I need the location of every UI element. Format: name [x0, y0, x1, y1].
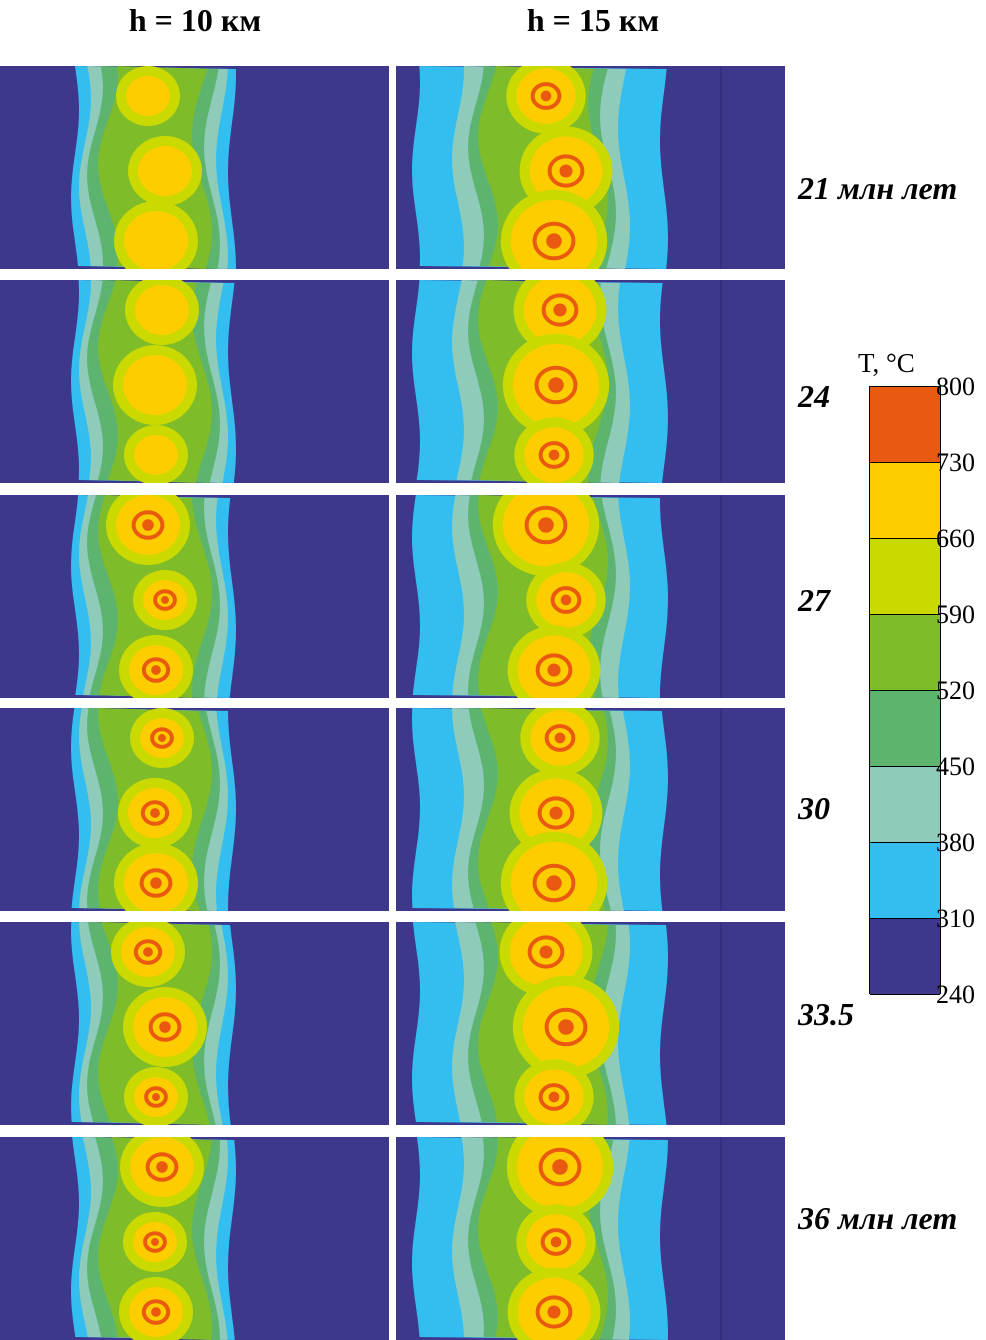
colorbar-band-8: [870, 919, 940, 995]
contour-panel: [396, 495, 785, 698]
time-label-5: 33.5: [798, 996, 854, 1032]
contour-panel: [0, 1137, 389, 1340]
legend-title: T, °C: [858, 348, 915, 378]
colorbar-band-6: [870, 767, 940, 843]
column-title-h15: h = 15 км: [526, 2, 660, 38]
time-label-3: 27: [798, 582, 830, 618]
colorbar-tick-590: 590: [936, 600, 975, 629]
colorbar-tick-380: 380: [936, 828, 975, 857]
colorbar-band-1: [870, 387, 940, 463]
colorbar-band-7: [870, 843, 940, 919]
contour-panel: [396, 66, 785, 269]
colorbar-band-4: [870, 615, 940, 691]
colorbar-tick-730: 730: [936, 448, 975, 477]
contour-panel: [0, 280, 389, 483]
colorbar-band-2: [870, 463, 940, 539]
colorbar-tick-240: 240: [936, 980, 975, 1009]
colorbar-tick-450: 450: [936, 752, 975, 781]
time-label-1: 21 млн лет: [798, 170, 958, 206]
contour-panel: [0, 922, 389, 1125]
contour-panel: [0, 708, 389, 911]
colorbar-band-3: [870, 539, 940, 615]
colorbar-tick-520: 520: [936, 676, 975, 705]
time-label-2: 24: [798, 378, 830, 414]
column-title-h10: h = 10 км: [128, 2, 262, 38]
time-label-4: 30: [798, 790, 830, 826]
contour-panel: [396, 922, 785, 1125]
contour-panel: [0, 495, 389, 698]
contour-panel: [396, 280, 785, 483]
colorbar-tick-800: 800: [936, 372, 975, 401]
colorbar-band-5: [870, 691, 940, 767]
contour-panel: [396, 1137, 785, 1340]
colorbar-tick-660: 660: [936, 524, 975, 553]
colorbar-tick-310: 310: [936, 904, 975, 933]
temperature-colorbar: [869, 386, 941, 995]
contour-panel: [396, 708, 785, 911]
time-label-6: 36 млн лет: [798, 1200, 958, 1236]
contour-panel: [0, 66, 389, 269]
